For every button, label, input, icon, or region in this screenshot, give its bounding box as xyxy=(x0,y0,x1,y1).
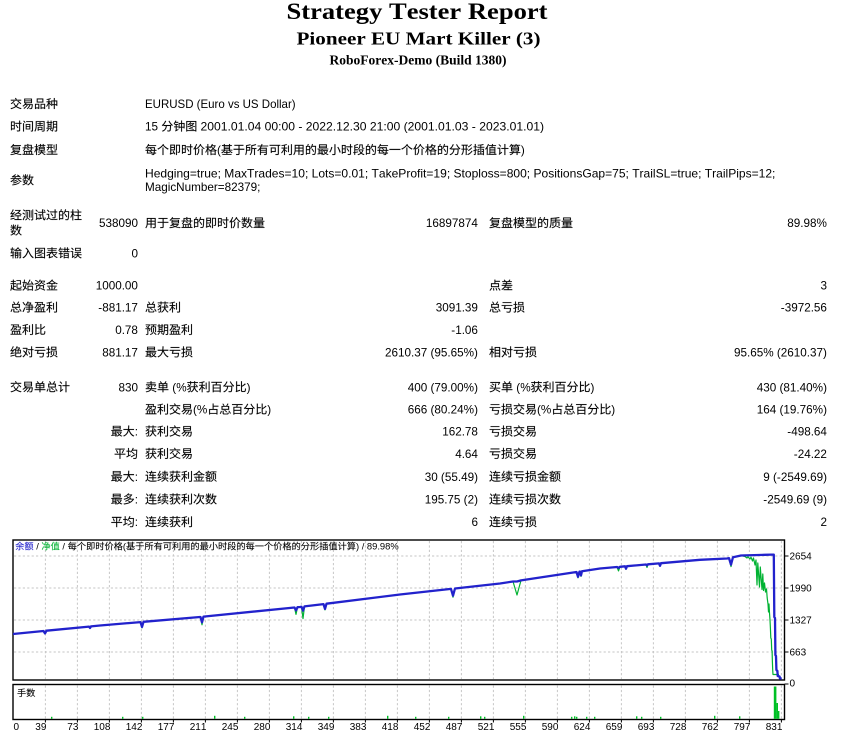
svg-text:3: 3 xyxy=(821,280,828,293)
svg-text:/: / xyxy=(62,541,65,552)
svg-text:830: 830 xyxy=(119,381,139,394)
svg-text:831: 831 xyxy=(766,722,783,733)
svg-text:400 (79.00%): 400 (79.00%) xyxy=(408,381,478,394)
svg-text:0: 0 xyxy=(132,247,139,260)
svg-text:797: 797 xyxy=(734,722,751,733)
svg-text:142: 142 xyxy=(126,722,143,733)
svg-text:108: 108 xyxy=(94,722,111,733)
svg-text:349: 349 xyxy=(318,722,335,733)
svg-text:): ) xyxy=(247,381,251,394)
svg-text:15: 15 xyxy=(145,121,159,134)
svg-text:-3972.56: -3972.56 xyxy=(781,302,827,315)
svg-text:RoboForex-Demo (Build 1380): RoboForex-Demo (Build 1380) xyxy=(330,53,507,68)
svg-text::: : xyxy=(135,494,138,507)
svg-text:1327: 1327 xyxy=(790,616,813,627)
svg-text:452: 452 xyxy=(414,722,431,733)
svg-text::: : xyxy=(135,516,138,529)
svg-text:693: 693 xyxy=(638,722,655,733)
svg-text:6: 6 xyxy=(472,516,479,529)
svg-text:(: ( xyxy=(217,144,221,157)
svg-text:211: 211 xyxy=(190,722,207,733)
svg-text:555: 555 xyxy=(510,722,527,733)
svg-text:2001.01.04 00:00 - 2022.12.30: 2001.01.04 00:00 - 2022.12.30 21:00 (200… xyxy=(201,121,545,134)
svg-text:2610.37 (95.65%): 2610.37 (95.65%) xyxy=(385,346,478,359)
svg-text:95.65% (2610.37): 95.65% (2610.37) xyxy=(734,346,827,359)
svg-text:): ) xyxy=(591,381,595,394)
svg-text:487: 487 xyxy=(446,722,463,733)
svg-text:Pioneer EU Mart Killer (3): Pioneer EU Mart Killer (3) xyxy=(297,28,541,49)
svg-text:663: 663 xyxy=(790,648,807,659)
svg-text:(%: (% xyxy=(172,381,186,394)
svg-text:9 (-2549.69): 9 (-2549.69) xyxy=(763,471,827,484)
svg-text:3091.39: 3091.39 xyxy=(436,302,478,315)
svg-text:164 (19.76%): 164 (19.76%) xyxy=(757,404,827,417)
svg-text:590: 590 xyxy=(542,722,559,733)
svg-text:-498.64: -498.64 xyxy=(787,426,827,439)
svg-text:16897874: 16897874 xyxy=(426,217,479,230)
svg-text:2654: 2654 xyxy=(790,552,813,563)
svg-text:1000.00: 1000.00 xyxy=(96,280,139,293)
svg-text:): ) xyxy=(267,404,271,417)
svg-text:430 (81.40%): 430 (81.40%) xyxy=(757,381,827,394)
svg-text:418: 418 xyxy=(382,722,399,733)
svg-text:(%: (% xyxy=(193,404,207,417)
svg-text:4.64: 4.64 xyxy=(455,448,478,461)
svg-text:659: 659 xyxy=(606,722,623,733)
svg-text:): ) xyxy=(356,541,359,552)
svg-text::: : xyxy=(135,471,138,484)
svg-text:0.78: 0.78 xyxy=(115,324,138,337)
svg-text:(: ( xyxy=(123,541,127,552)
svg-text:EURUSD (Euro vs US Dollar): EURUSD (Euro vs US Dollar) xyxy=(145,98,296,111)
svg-text:-881.17: -881.17 xyxy=(98,302,138,315)
svg-text:): ) xyxy=(611,404,615,417)
svg-text:666 (80.24%): 666 (80.24%) xyxy=(408,404,478,417)
svg-text:(%: (% xyxy=(516,381,530,394)
svg-text:2: 2 xyxy=(821,516,828,529)
svg-text:73: 73 xyxy=(67,722,79,733)
svg-text:521: 521 xyxy=(478,722,495,733)
svg-text:Hedging=true; MaxTrades=10; Lo: Hedging=true; MaxTrades=10; Lots=0.01; T… xyxy=(145,168,775,181)
svg-text:195.75 (2): 195.75 (2) xyxy=(425,494,478,507)
svg-text:162.78: 162.78 xyxy=(442,426,478,439)
svg-text:881.17: 881.17 xyxy=(102,346,138,359)
svg-text:Strategy Tester Report: Strategy Tester Report xyxy=(287,0,548,24)
svg-text:89.98%: 89.98% xyxy=(787,217,827,230)
svg-text:-2549.69 (9): -2549.69 (9) xyxy=(763,494,827,507)
svg-text:-24.22: -24.22 xyxy=(794,448,827,461)
svg-text:MagicNumber=82379;: MagicNumber=82379; xyxy=(145,181,260,194)
svg-text::: : xyxy=(135,426,138,439)
svg-text:(%: (% xyxy=(537,404,551,417)
svg-text:39: 39 xyxy=(35,722,47,733)
svg-text:245: 245 xyxy=(222,722,239,733)
svg-text:624: 624 xyxy=(574,722,591,733)
svg-text:/ 89.98%: / 89.98% xyxy=(362,541,399,552)
svg-text:177: 177 xyxy=(158,722,175,733)
svg-text:383: 383 xyxy=(350,722,367,733)
svg-text:/: / xyxy=(36,541,39,552)
svg-text:314: 314 xyxy=(286,722,303,733)
svg-text:762: 762 xyxy=(702,722,719,733)
svg-text:0: 0 xyxy=(790,678,796,689)
svg-text:538090: 538090 xyxy=(99,217,139,230)
svg-text:30 (55.49): 30 (55.49) xyxy=(425,471,478,484)
svg-text:): ) xyxy=(521,144,525,157)
svg-text:280: 280 xyxy=(254,722,271,733)
svg-text:-1.06: -1.06 xyxy=(451,324,478,337)
svg-text:1990: 1990 xyxy=(790,584,813,595)
svg-text:0: 0 xyxy=(13,722,19,733)
svg-text:728: 728 xyxy=(670,722,687,733)
